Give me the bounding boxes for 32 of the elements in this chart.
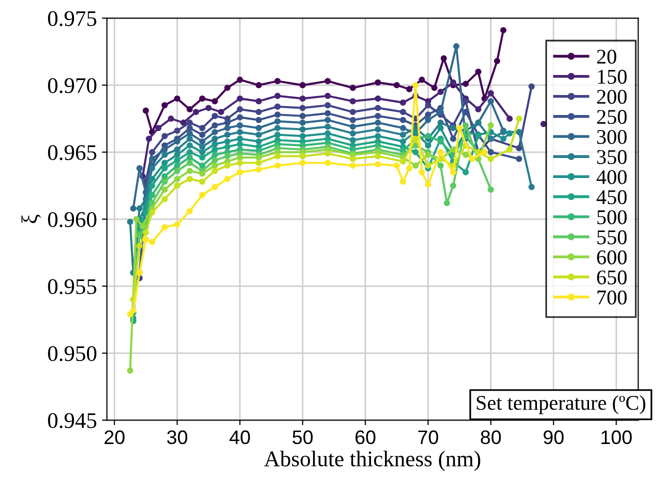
x-tick-label: 70: [418, 430, 438, 444]
legend-label: 350: [597, 150, 627, 164]
y-tick-label: 0.945: [48, 413, 96, 428]
legend-title: Set temperature (ºC): [476, 395, 646, 414]
legend-label: 700: [598, 290, 627, 305]
legend-label: 200: [597, 90, 627, 104]
legend-label: 300: [597, 130, 627, 144]
x-tick-label: 20: [104, 430, 124, 444]
x-tick-label: 90: [544, 430, 564, 444]
x-tick-label: 80: [480, 430, 501, 444]
x-tick-label: 40: [230, 430, 250, 444]
legend-label: 250: [597, 110, 627, 124]
legend-label: 550: [597, 230, 627, 244]
legend-label: 150: [598, 70, 627, 84]
x-tick-label: 60: [356, 430, 376, 444]
legend-label: 20: [597, 50, 616, 64]
y-tick-label: 0.950: [48, 346, 96, 362]
x-tick-label: 100: [602, 430, 632, 444]
legend-label: 450: [596, 190, 627, 204]
x-tick-label: 30: [167, 430, 188, 444]
legend-label: 500: [597, 210, 627, 224]
y-tick-label: 0.965: [48, 145, 96, 160]
y-tick-label: 0.970: [48, 78, 96, 94]
y-tick-label: 0.975: [48, 11, 96, 26]
y-tick-label: 0.955: [48, 279, 96, 294]
y-tick-label: 0.960: [48, 212, 96, 228]
x-tick-label: 50: [292, 430, 313, 444]
legend-label: 400: [596, 170, 627, 184]
legend-label: 600: [597, 250, 627, 264]
y-axis-title: ξ: [21, 214, 41, 224]
x-axis-title: Absolute thickness (nm): [264, 450, 480, 471]
legend-label: 650: [597, 270, 627, 284]
